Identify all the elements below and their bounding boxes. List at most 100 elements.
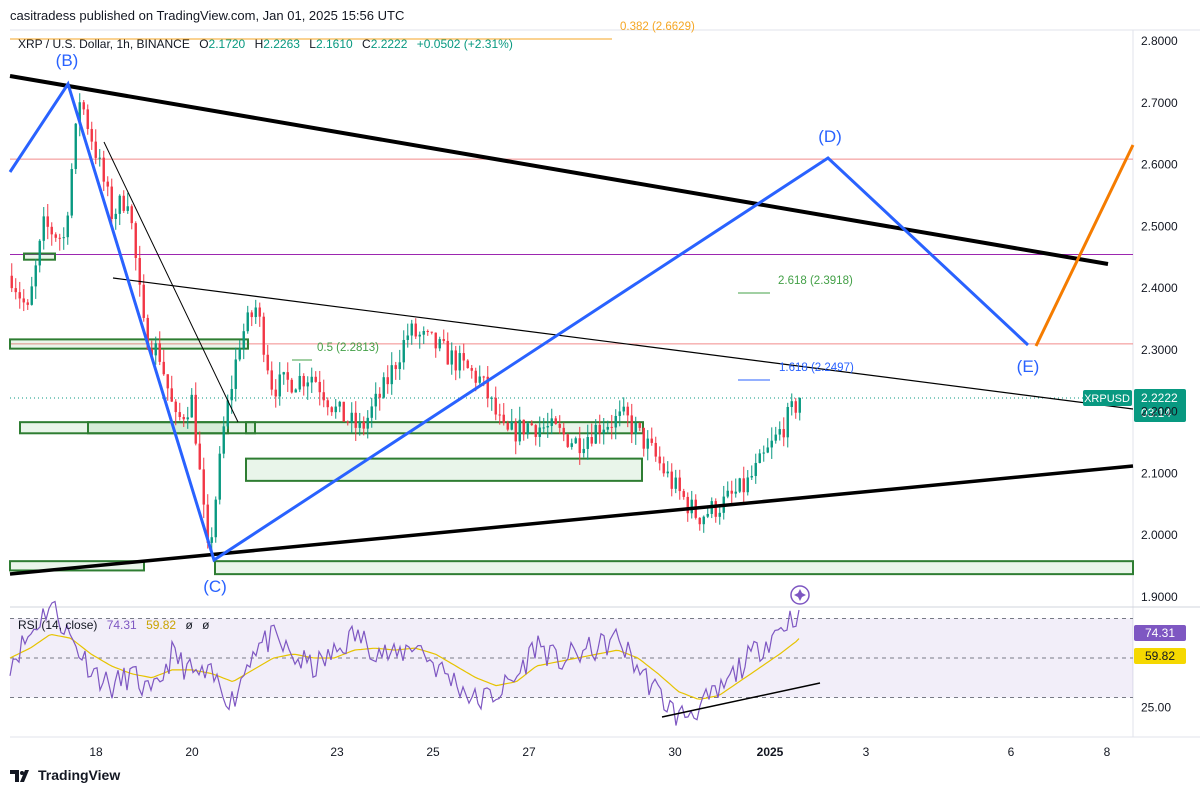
open-value: 2.1720 bbox=[208, 37, 246, 51]
rsi-title: RSI (14, close) bbox=[18, 618, 98, 632]
candle-down bbox=[314, 376, 317, 382]
rsi-tag-bg bbox=[1134, 625, 1186, 641]
candle-up bbox=[306, 382, 309, 387]
tradingview-logo-icon bbox=[10, 770, 29, 782]
high-label: H bbox=[254, 37, 264, 51]
candle-up bbox=[490, 397, 493, 399]
candle-down bbox=[682, 491, 685, 497]
candle-down bbox=[466, 360, 469, 369]
candle-down bbox=[654, 442, 657, 457]
candle-up bbox=[338, 401, 341, 407]
zone-rect bbox=[245, 457, 643, 482]
candle-down bbox=[170, 388, 173, 402]
zone-rect bbox=[245, 421, 644, 435]
candle-down bbox=[658, 456, 661, 464]
candle-down bbox=[794, 401, 797, 413]
candle-down bbox=[342, 401, 345, 422]
candle-down bbox=[506, 422, 509, 430]
close-label: C bbox=[362, 37, 371, 51]
symbol-tag: XRPUSD bbox=[1084, 393, 1130, 405]
candle-up bbox=[718, 512, 721, 517]
rsi-line bbox=[9, 600, 800, 726]
candle-down bbox=[610, 426, 613, 428]
candle-down bbox=[58, 237, 61, 239]
candle-up bbox=[526, 423, 529, 435]
candle-up bbox=[298, 375, 301, 390]
candle-down bbox=[626, 406, 629, 416]
candle-down bbox=[514, 421, 517, 442]
candle-down bbox=[698, 517, 701, 525]
candle-down bbox=[54, 234, 57, 238]
candle-up bbox=[238, 348, 241, 360]
candle-down bbox=[578, 438, 581, 454]
candle-down bbox=[194, 394, 197, 444]
symbol-tag-bg bbox=[1083, 390, 1132, 406]
candle-down bbox=[534, 425, 537, 437]
candle-up bbox=[574, 438, 577, 444]
candle-up bbox=[310, 376, 313, 383]
brand-name: TradingView bbox=[38, 767, 121, 783]
candle-up bbox=[646, 438, 649, 449]
candle-down bbox=[182, 417, 185, 420]
candle-up bbox=[358, 421, 361, 428]
wave-label: (B) bbox=[56, 51, 79, 70]
zone-rect bbox=[9, 338, 249, 350]
candle-up bbox=[758, 453, 761, 463]
candle-up bbox=[246, 312, 249, 332]
candle-up bbox=[154, 343, 157, 356]
rsi-ma-line bbox=[9, 633, 800, 700]
candle-up bbox=[366, 417, 369, 429]
candle-up bbox=[754, 462, 757, 476]
candle-down bbox=[86, 109, 89, 129]
symbol-legend: XRP / U.S. Dollar, 1h, BINANCE O2.1720 H… bbox=[18, 37, 513, 51]
candle-down bbox=[18, 292, 21, 299]
price-tag-bg bbox=[1134, 389, 1186, 422]
rsi-ma-tag-bg bbox=[1134, 648, 1186, 664]
tradingview-logo[interactable]: TradingView bbox=[10, 767, 120, 783]
candle-up bbox=[418, 334, 421, 337]
candle-down bbox=[46, 216, 49, 227]
candle-down bbox=[174, 401, 177, 413]
candle-down bbox=[130, 206, 133, 224]
time-tick-label: 2025 bbox=[757, 745, 784, 759]
candle-down bbox=[206, 504, 209, 543]
price-tick-label: 2.7000 bbox=[1141, 96, 1178, 110]
candle-down bbox=[290, 379, 293, 393]
candle-down bbox=[362, 421, 365, 429]
candle-down bbox=[258, 307, 261, 317]
candle-down bbox=[198, 443, 201, 470]
candle-up bbox=[538, 427, 541, 437]
candle-up bbox=[62, 237, 65, 239]
candle-up bbox=[98, 157, 101, 159]
candle-down bbox=[462, 353, 465, 361]
candle-down bbox=[414, 323, 417, 337]
time-tick-label: 30 bbox=[668, 745, 682, 759]
candle-up bbox=[402, 339, 405, 363]
rsi-na-2: ø bbox=[202, 618, 210, 632]
price-tag-countdown: 03:14 bbox=[1141, 406, 1171, 420]
candle-down bbox=[142, 284, 145, 318]
high-value: 2.2263 bbox=[263, 37, 300, 51]
price-tick-label: 1.9000 bbox=[1141, 590, 1178, 604]
candle-down bbox=[202, 469, 205, 505]
candle-down bbox=[630, 415, 633, 435]
candle-up bbox=[350, 412, 353, 423]
time-tick-label: 20 bbox=[185, 745, 199, 759]
candle-up bbox=[706, 513, 709, 517]
candle-up bbox=[622, 406, 625, 412]
candle-down bbox=[318, 381, 321, 393]
candle-down bbox=[166, 374, 169, 389]
candle-up bbox=[422, 331, 425, 335]
candle-down bbox=[454, 350, 457, 371]
candle-up bbox=[214, 499, 217, 538]
price-tag-value: 2.2222 bbox=[1141, 391, 1178, 405]
candle-up bbox=[218, 453, 221, 500]
zone-rect bbox=[87, 421, 229, 435]
candle-down bbox=[122, 195, 125, 211]
candle-down bbox=[482, 376, 485, 378]
candle-down bbox=[474, 370, 477, 383]
candle-down bbox=[106, 181, 109, 187]
candle-up bbox=[66, 215, 69, 238]
candle-down bbox=[82, 102, 85, 110]
